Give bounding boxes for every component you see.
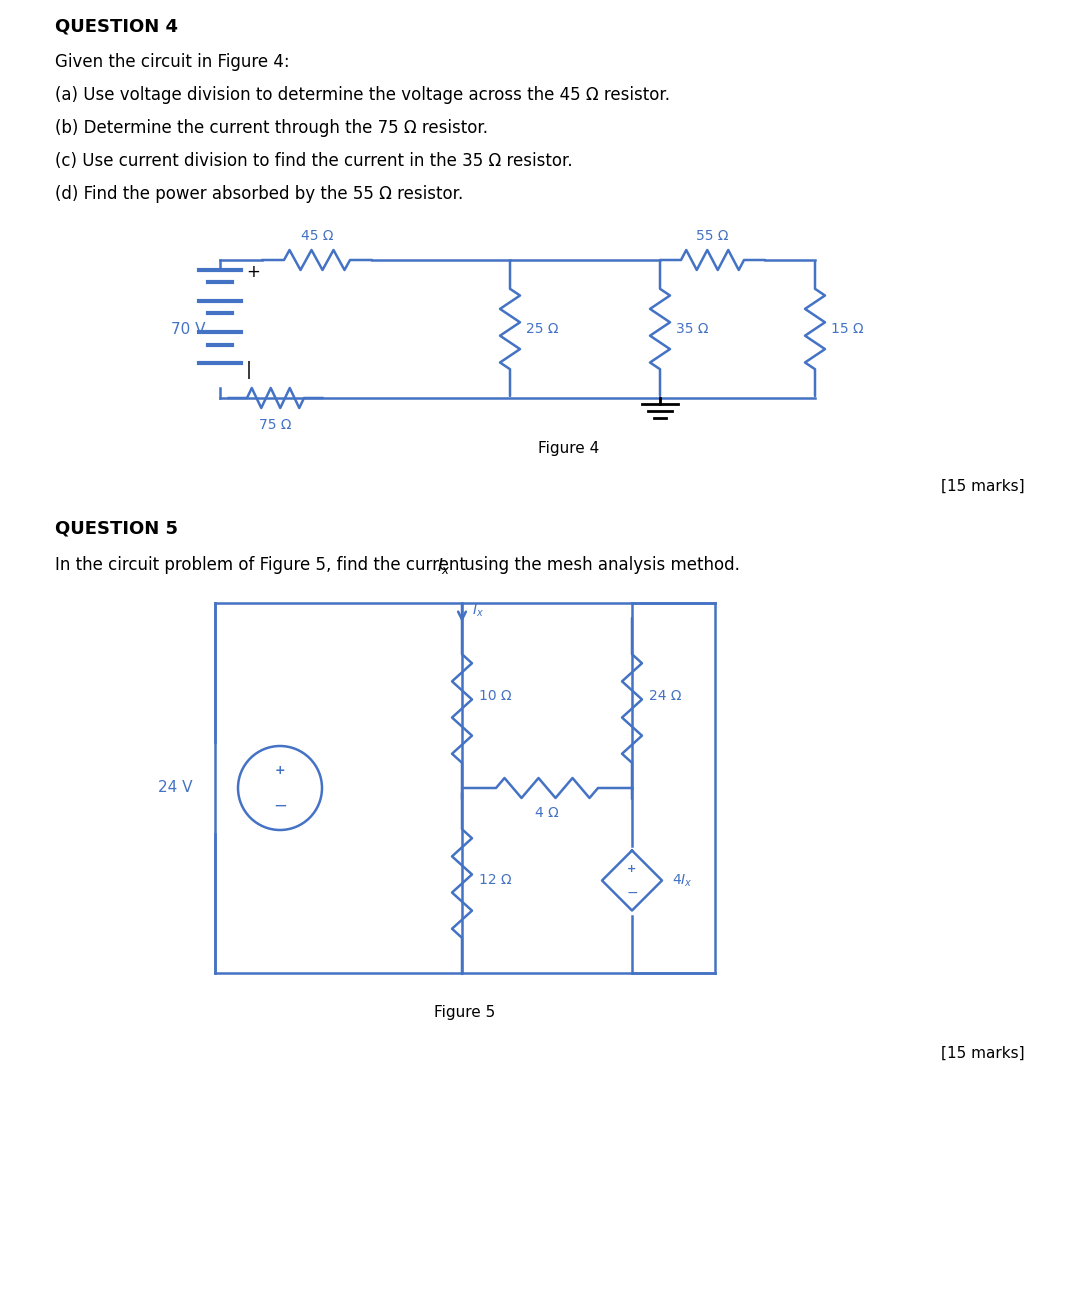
Text: +: + (274, 764, 285, 777)
Text: |: | (246, 361, 252, 379)
Text: −: − (273, 797, 287, 815)
Text: Figure 4: Figure 4 (538, 441, 599, 455)
Text: 25 Ω: 25 Ω (526, 322, 558, 336)
Text: $4I_x$: $4I_x$ (672, 872, 692, 888)
Text: Given the circuit in Figure 4:: Given the circuit in Figure 4: (55, 54, 289, 71)
Text: (d) Find the power absorbed by the 55 Ω resistor.: (d) Find the power absorbed by the 55 Ω … (55, 184, 463, 203)
Text: 75 Ω: 75 Ω (259, 419, 292, 432)
Text: +: + (627, 863, 636, 874)
Text: 4 Ω: 4 Ω (535, 806, 558, 820)
Text: $I_x$: $I_x$ (472, 603, 484, 619)
Text: using the mesh analysis method.: using the mesh analysis method. (459, 556, 740, 574)
Text: 24 Ω: 24 Ω (649, 688, 681, 702)
Text: 15 Ω: 15 Ω (831, 322, 864, 336)
Text: +: + (246, 263, 260, 281)
Text: $I_x$: $I_x$ (436, 556, 450, 576)
Text: 10 Ω: 10 Ω (480, 688, 512, 702)
Text: 12 Ω: 12 Ω (480, 874, 512, 888)
Text: Figure 5: Figure 5 (434, 1006, 496, 1020)
Text: (a) Use voltage division to determine the voltage across the 45 Ω resistor.: (a) Use voltage division to determine th… (55, 86, 670, 105)
Text: [15 marks]: [15 marks] (942, 479, 1025, 493)
Text: −: − (626, 886, 638, 900)
Text: QUESTION 4: QUESTION 4 (55, 18, 178, 37)
Text: 55 Ω: 55 Ω (697, 229, 729, 243)
Text: [15 marks]: [15 marks] (942, 1045, 1025, 1061)
Text: 24 V: 24 V (159, 781, 193, 795)
Text: 45 Ω: 45 Ω (300, 229, 334, 243)
Text: 35 Ω: 35 Ω (676, 322, 708, 336)
Text: QUESTION 5: QUESTION 5 (55, 521, 178, 538)
Text: (b) Determine the current through the 75 Ω resistor.: (b) Determine the current through the 75… (55, 119, 488, 137)
Text: In the circuit problem of Figure 5, find the current: In the circuit problem of Figure 5, find… (55, 556, 471, 574)
Text: (c) Use current division to find the current in the 35 Ω resistor.: (c) Use current division to find the cur… (55, 152, 572, 170)
Text: 70 V: 70 V (171, 322, 205, 336)
